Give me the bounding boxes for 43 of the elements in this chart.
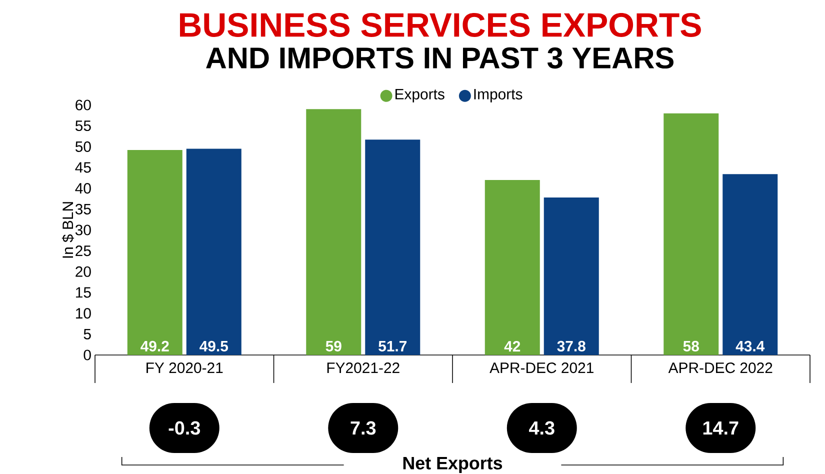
bar [484,180,540,355]
x-tick-label: FY 2020-21 [146,362,223,374]
bar [722,174,778,355]
text: -0.3 [168,421,200,435]
y-axis-title: In $ BLN [62,202,74,258]
chart-subtitle: AND IMPORTS IN PAST 3 YEARS [206,47,674,69]
bar [127,150,182,355]
data-label: 58 [683,340,699,352]
text: 4.3 [529,421,554,435]
y-tick-label: 20 [76,266,91,277]
data-label: 51.7 [378,341,407,352]
text: 7.3 [350,421,376,435]
y-tick-label: 15 [76,287,91,298]
bar [306,109,362,355]
legend-label: Exports [395,89,444,102]
y-tick-label: 45 [75,162,91,173]
y-tick-label: 30 [75,224,91,236]
text: Net Exports [403,456,502,474]
y-tick-label: 5 [84,328,91,340]
data-label: 43.4 [736,340,765,352]
y-tick-label: 55 [75,120,91,132]
bar [186,148,242,355]
y-tick-label: 50 [75,141,91,152]
bar [544,197,599,355]
x-tick-label: FY2021-22 [327,362,400,374]
data-label: 37.8 [557,340,586,352]
y-tick-label: 0 [84,350,91,360]
x-tick-label: APR-DEC 2021 [490,362,594,374]
bar [664,113,719,355]
x-tick-label: APR-DEC 2022 [668,362,772,374]
y-tick-label: 40 [75,183,91,194]
chart-title: BUSINESS SERVICES EXPORTS [180,12,701,37]
data-label: 49.2 [140,340,169,352]
legend-label: Imports [474,89,522,102]
y-tick-label: 10 [76,308,91,319]
y-tick-label: 35 [75,204,91,214]
text: 14.7 [703,421,738,434]
data-label: 42 [504,341,520,352]
y-tick-label: 25 [76,246,91,256]
data-label: 59 [326,340,342,352]
data-label: 49.5 [200,340,228,352]
bar [365,140,420,355]
y-tick-label: 60 [76,100,91,110]
